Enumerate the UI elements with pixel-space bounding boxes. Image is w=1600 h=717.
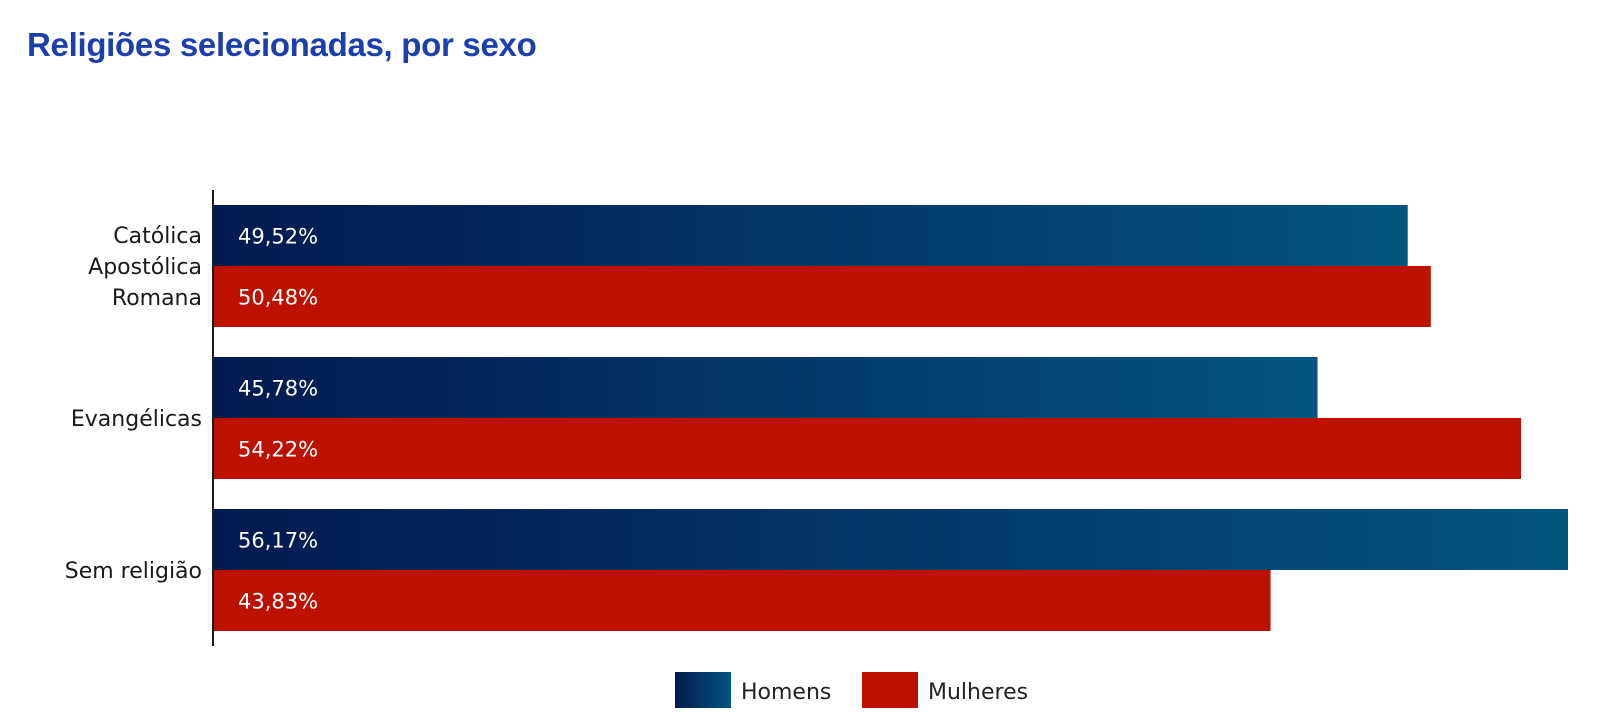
bars-layer — [214, 205, 1568, 631]
bar-homens-1 — [214, 357, 1318, 418]
value-label-mulheres-1: 54,22% — [238, 438, 318, 462]
value-label-homens-1: 45,78% — [238, 377, 318, 401]
category-label-0-line-1: Apostólica — [88, 255, 202, 280]
bar-mulheres-0 — [214, 266, 1431, 327]
chart-title: Religiões selecionadas, por sexo — [27, 26, 537, 63]
category-label-0-line-0: Católica — [113, 224, 202, 249]
bar-homens-0 — [214, 205, 1408, 266]
legend-label-mulheres: Mulheres — [928, 680, 1028, 705]
bar-mulheres-1 — [214, 418, 1521, 479]
category-label-1: Evangélicas — [71, 407, 202, 432]
legend-swatch-homens — [675, 672, 731, 708]
legend: Homens Mulheres — [675, 672, 1028, 708]
bar-mulheres-2 — [214, 570, 1271, 631]
legend-label-homens: Homens — [741, 680, 831, 705]
value-label-homens-0: 49,52% — [238, 225, 318, 249]
bar-homens-2 — [214, 509, 1568, 570]
value-label-mulheres-0: 50,48% — [238, 286, 318, 310]
category-label-0-line-2: Romana — [112, 286, 202, 311]
labels-layer: 49,52% 50,48% Católica Apostólica Romana 45,7… — [65, 224, 318, 614]
legend-swatch-mulheres — [862, 672, 918, 708]
value-label-mulheres-2: 43,83% — [238, 590, 318, 614]
value-label-homens-2: 56,17% — [238, 529, 318, 553]
category-label-2: Sem religião — [65, 559, 202, 584]
